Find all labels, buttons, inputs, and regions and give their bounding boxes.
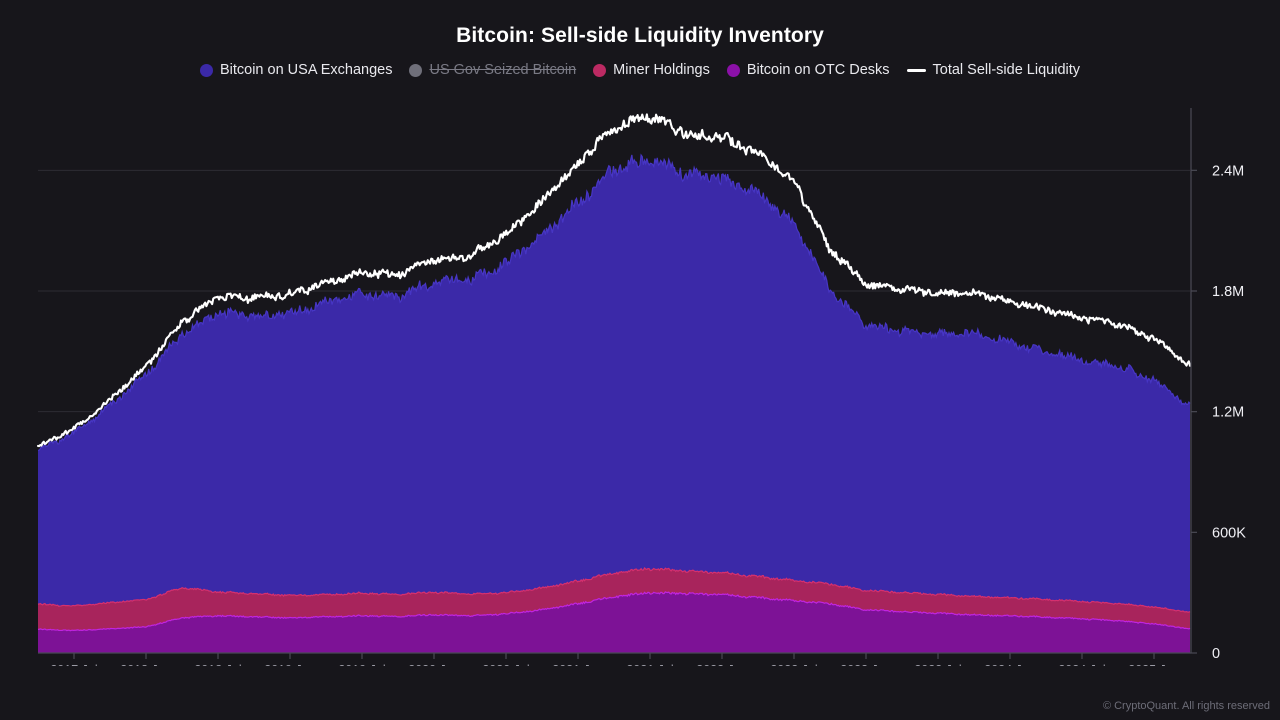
legend-item-label: US Gov Seized Bitcoin xyxy=(429,62,577,78)
x-tick-label: 2023 Jan xyxy=(840,663,891,666)
legend-dot-icon xyxy=(593,63,607,77)
legend-item-1[interactable]: US Gov Seized Bitcoin xyxy=(407,62,578,78)
area-miner-holdings xyxy=(38,568,1190,631)
y-tick-label: 1.2M xyxy=(1212,405,1244,421)
x-tick-label: 2021 Jul xyxy=(626,663,673,666)
liquidity-area-chart[interactable]: 0 600K 1.2M 1.8M 2.4M 2017 Jul 2018 Jan 2018 Ju… xyxy=(0,96,1280,666)
copyright-notice: © CryptoQuant. All rights reserved xyxy=(1102,700,1270,712)
x-tick-label: 2024 Jul xyxy=(1058,663,1105,666)
x-tick-label: 2023 Jul xyxy=(914,663,961,666)
y-tick-label: 600K xyxy=(1212,525,1246,541)
legend-dot-icon xyxy=(726,63,740,77)
page-title: Bitcoin: Sell-side Liquidity Inventory xyxy=(456,24,824,47)
area-exchanges xyxy=(38,154,1190,613)
legend-item-0[interactable]: Bitcoin on USA Exchanges xyxy=(198,62,395,78)
x-tick-label: 2022 Jan xyxy=(696,663,747,666)
legend-dot-icon xyxy=(199,63,213,77)
x-tick-label: 2022 Jul xyxy=(770,663,817,666)
legend-item-2[interactable]: Miner Holdings xyxy=(591,62,712,78)
x-tick-label: 2018 Jul xyxy=(194,663,241,666)
legend-dot-icon xyxy=(409,63,423,77)
line-total-sell-side-liquidity xyxy=(36,113,1192,448)
x-tick-label: 2021 Jan xyxy=(552,663,603,666)
y-tick-label: 2.4M xyxy=(1212,163,1244,179)
legend-item-label: Miner Holdings xyxy=(613,62,710,78)
y-tick-label: 0 xyxy=(1212,646,1220,662)
x-tick-label: 2025 Jan xyxy=(1128,663,1179,666)
x-tick-label: 2019 Jul xyxy=(338,663,385,666)
legend-line-icon xyxy=(906,68,926,72)
legend-item-label: Total Sell-side Liquidity xyxy=(932,62,1081,78)
legend-item-4[interactable]: Total Sell-side Liquidity xyxy=(905,62,1083,78)
x-tick-label: 2017 Jul xyxy=(50,663,97,666)
edge-otc-desks xyxy=(37,591,1191,632)
legend-item-label: Bitcoin on OTC Desks xyxy=(746,62,890,78)
x-tick-label: 2020 Jul xyxy=(482,663,529,666)
legend-item-3[interactable]: Bitcoin on OTC Desks xyxy=(725,62,892,78)
edge-exchanges xyxy=(37,153,1191,451)
area-otc-desks xyxy=(38,591,1190,653)
x-tick-label: 2020 Jan xyxy=(408,663,459,666)
legend-item-label: Bitcoin on USA Exchanges xyxy=(219,62,393,78)
x-tick-label: 2024 Jan xyxy=(984,663,1035,666)
edge-miner-holdings xyxy=(37,567,1191,613)
x-tick-label: 2019 Jan xyxy=(264,663,315,666)
chart-legend: Bitcoin on USA Exchanges US Gov Seized Bi… xyxy=(0,62,1280,78)
y-tick-label: 1.8M xyxy=(1212,284,1244,300)
x-tick-label: 2018 Jan xyxy=(120,663,171,666)
